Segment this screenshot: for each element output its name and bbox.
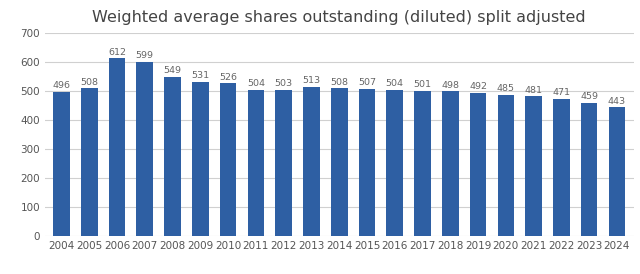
- Bar: [53, 92, 70, 236]
- Bar: [609, 107, 625, 236]
- Text: 443: 443: [608, 96, 626, 105]
- Bar: [275, 90, 292, 236]
- Bar: [331, 89, 348, 236]
- Text: 496: 496: [52, 81, 70, 90]
- Bar: [248, 90, 264, 236]
- Text: 507: 507: [358, 78, 376, 87]
- Bar: [192, 82, 209, 236]
- Bar: [387, 90, 403, 236]
- Text: 503: 503: [275, 79, 292, 88]
- Bar: [414, 90, 431, 236]
- Text: 459: 459: [580, 92, 598, 101]
- Text: 504: 504: [386, 79, 404, 88]
- Bar: [553, 99, 570, 236]
- Bar: [136, 62, 153, 236]
- Bar: [581, 103, 598, 236]
- Text: 471: 471: [552, 89, 570, 98]
- Text: 492: 492: [469, 82, 487, 92]
- Text: 513: 513: [302, 76, 321, 85]
- Bar: [470, 93, 486, 236]
- Bar: [81, 89, 97, 236]
- Title: Weighted average shares outstanding (diluted) split adjusted: Weighted average shares outstanding (dil…: [92, 10, 586, 25]
- Bar: [442, 92, 459, 236]
- Text: 481: 481: [525, 85, 543, 95]
- Text: 599: 599: [136, 52, 154, 60]
- Bar: [525, 96, 542, 236]
- Bar: [497, 95, 514, 236]
- Text: 485: 485: [497, 84, 515, 93]
- Text: 612: 612: [108, 48, 126, 57]
- Text: 508: 508: [330, 78, 348, 87]
- Text: 549: 549: [164, 66, 182, 75]
- Text: 531: 531: [191, 71, 209, 80]
- Bar: [303, 87, 320, 236]
- Text: 508: 508: [80, 78, 98, 87]
- Bar: [109, 58, 125, 236]
- Text: 526: 526: [219, 73, 237, 82]
- Bar: [220, 83, 236, 236]
- Text: 501: 501: [413, 80, 431, 89]
- Bar: [164, 77, 181, 236]
- Bar: [358, 89, 375, 236]
- Text: 498: 498: [442, 81, 460, 90]
- Text: 504: 504: [247, 79, 265, 88]
